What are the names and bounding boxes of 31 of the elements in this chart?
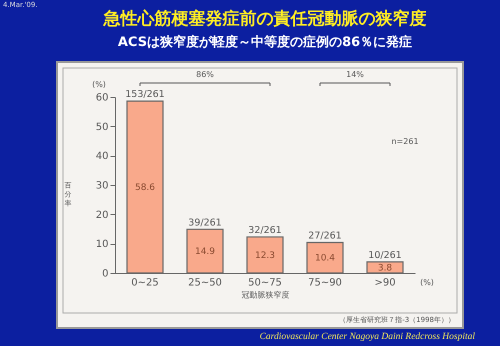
- text: 14%: [346, 70, 364, 79]
- y-tick-label: 30: [96, 180, 108, 192]
- annotation: n=261: [391, 137, 419, 146]
- annotation: 32/261: [248, 224, 282, 236]
- text: (%): [92, 80, 106, 89]
- y-tick-label: 60: [96, 92, 108, 104]
- y-tick-label: 40: [96, 151, 108, 162]
- annotation: 39/261: [188, 217, 222, 228]
- chart-title: 急性心筋梗塞発症前の責任冠動脈の狭窄度: [102, 9, 426, 29]
- y-tick-label: 10: [96, 239, 108, 250]
- y-tick-label: 0: [102, 268, 108, 280]
- chart-subtitle: ACSは狭窄度が軽度～中等度の症例の86％に発症: [118, 34, 412, 50]
- annotation: 153/261: [125, 89, 165, 100]
- annotation: 10/261: [368, 250, 402, 261]
- text: (%): [420, 278, 434, 287]
- data-label: 14.9: [194, 247, 216, 258]
- text: Cardiovascular Center Nagoya Daini Redcross Hospital: [260, 332, 476, 342]
- y-tick-label: 50: [96, 122, 108, 133]
- x-tick-label: 75~90: [308, 278, 342, 288]
- text: 86%: [196, 70, 214, 79]
- x-axis-title: 冠動脈狭窄度: [242, 290, 290, 300]
- x-tick-label: >90: [374, 278, 396, 288]
- x-tick-label: 25~50: [188, 278, 222, 288]
- data-label: 10.4: [314, 254, 336, 264]
- data-label: 3.8: [378, 263, 392, 274]
- x-tick-label: 0~25: [131, 278, 159, 288]
- y-tick-label: 20: [96, 210, 108, 221]
- annotation: 27/261: [308, 230, 342, 242]
- data-label: 58.6: [134, 183, 156, 194]
- x-tick-label: 50~75: [248, 278, 282, 288]
- data-label: 12.3: [254, 250, 276, 261]
